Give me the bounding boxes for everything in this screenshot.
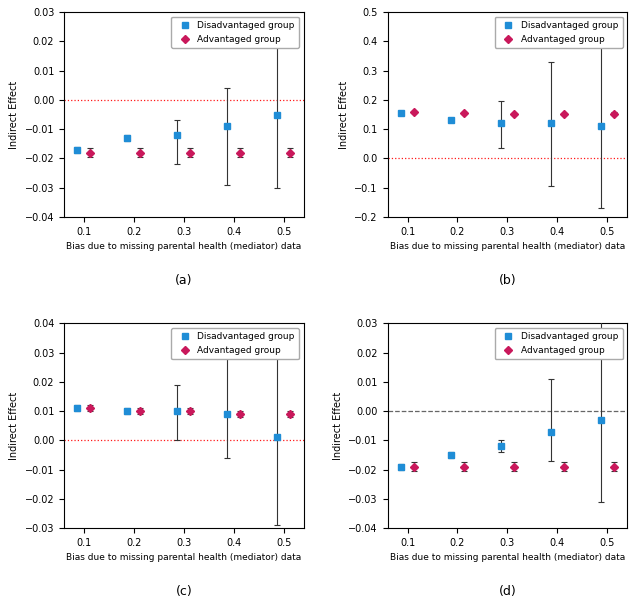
Legend: Disadvantaged group, Advantaged group: Disadvantaged group, Advantaged group [171,16,299,48]
Y-axis label: Indirect Effect: Indirect Effect [9,80,19,149]
X-axis label: Bias due to missing parental health (mediator) data: Bias due to missing parental health (med… [66,242,301,251]
Text: (a): (a) [175,274,193,287]
X-axis label: Bias due to missing parental health (mediator) data: Bias due to missing parental health (med… [390,242,625,251]
X-axis label: Bias due to missing parental health (mediator) data: Bias due to missing parental health (med… [390,554,625,562]
Text: (d): (d) [499,585,516,599]
X-axis label: Bias due to missing parental health (mediator) data: Bias due to missing parental health (med… [66,554,301,562]
Y-axis label: Indirect Effect: Indirect Effect [339,80,349,149]
Legend: Disadvantaged group, Advantaged group: Disadvantaged group, Advantaged group [495,16,623,48]
Text: (b): (b) [499,274,516,287]
Y-axis label: Indirect Effect: Indirect Effect [9,392,19,460]
Text: (c): (c) [175,585,192,599]
Legend: Disadvantaged group, Advantaged group: Disadvantaged group, Advantaged group [495,328,623,359]
Legend: Disadvantaged group, Advantaged group: Disadvantaged group, Advantaged group [171,328,299,359]
Y-axis label: Indirect Effect: Indirect Effect [333,392,342,460]
